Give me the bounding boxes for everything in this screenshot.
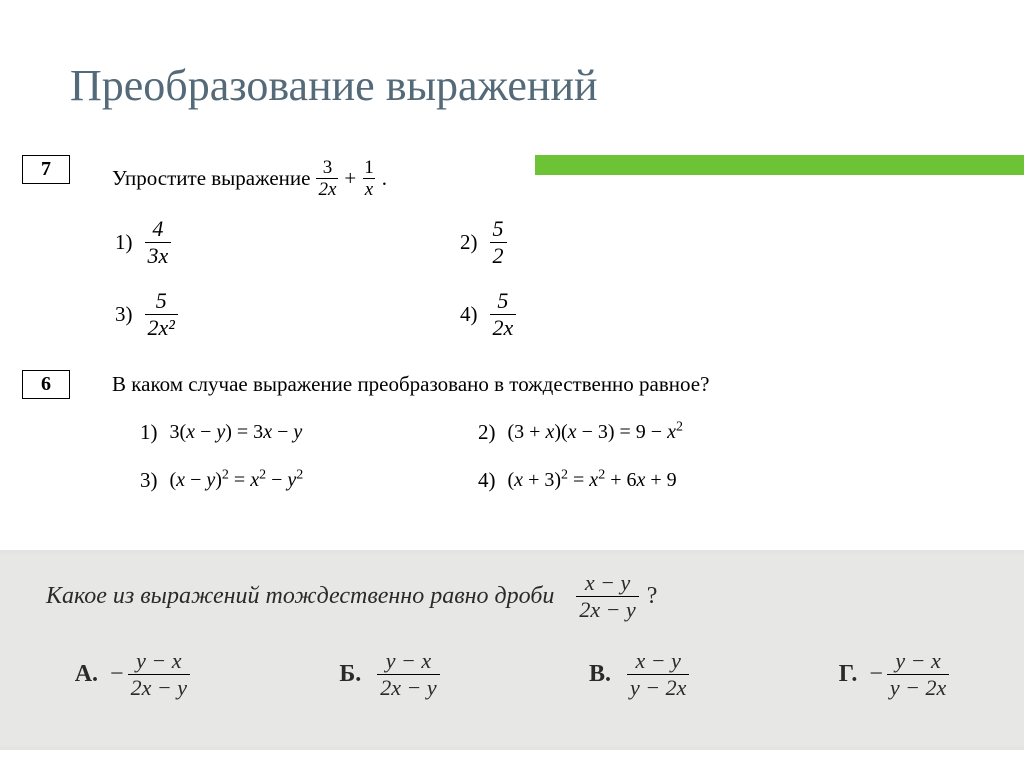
num: 1 [362,158,376,178]
opt-label: Г. [839,661,858,688]
frac: 4 3x [145,218,172,267]
q7-prompt-row: Упростите выражение 3 2x + 1 x . [112,158,387,199]
gray-prompt-row: Какое из выражений тождественно равно др… [46,572,657,621]
num: y − x [892,650,943,674]
equation: (x + 3)2 = x2 + 6x + 9 [508,469,677,492]
den: x [363,178,375,199]
opt-label: 3) [140,468,158,493]
num: y − x [133,650,184,674]
gray-question-panel: Какое из выражений тождественно равно др… [0,550,1024,750]
den: 3x [145,242,172,267]
opt-label: В. [589,661,611,688]
den: 2 [490,242,507,267]
den: 2x − y [377,674,439,699]
q7-term2: 1 x [362,158,376,199]
den: 2x² [145,314,178,339]
q6-option-4: 4) (x + 3)2 = x2 + 6x + 9 [478,468,677,493]
opt-label: 4) [478,468,496,493]
gray-option-A: А. − y − x 2x − y [75,650,190,699]
frac: x − y y − 2x [627,650,689,699]
num: 5 [153,290,170,314]
question-number-7: 7 [22,155,70,184]
num: x − y [582,572,633,596]
num: y − x [383,650,434,674]
num: 5 [494,290,511,314]
equation: (3 + x)(x − 3) = 9 − x2 [508,421,683,444]
gray-tail: ? [647,583,658,610]
q7-term1: 3 2x [316,158,338,199]
q6-prompt: В каком случае выражение преобразовано в… [112,372,709,397]
opt-label: 2) [478,420,496,445]
num: x − y [633,650,684,674]
den: 2x [490,314,517,339]
den: 2x − y [128,674,190,699]
accent-bar [535,155,1024,175]
q7-option-2: 2) 5 2 [460,218,507,267]
gray-options-row: А. − y − x 2x − y Б. y − x 2x − y В. [0,650,1024,699]
sign: − [869,661,883,688]
equation: 3(x − y) = 3x − y [170,421,303,444]
q7-tail: . [382,166,387,191]
q7-op: + [344,166,356,191]
page-title: Преобразование выражений [70,60,598,111]
gray-expr: x − y 2x − y [576,572,638,621]
gray-option-V: В. x − y y − 2x [589,650,689,699]
opt-label: 4) [460,302,478,327]
question-number-6: 6 [22,370,70,399]
sign: − [110,661,124,688]
q7-option-3: 3) 5 2x² [115,290,178,339]
q7-option-4: 4) 5 2x [460,290,516,339]
den: 2x [316,178,338,199]
gray-option-B: Б. y − x 2x − y [339,650,439,699]
gray-prompt: Какое из выражений тождественно равно др… [46,583,554,610]
q6-option-3: 3) (x − y)2 = x2 − y2 [140,468,303,493]
frac: 5 2 [490,218,507,267]
opt-label: А. [75,661,98,688]
opt-label: 3) [115,302,133,327]
q6-option-2: 2) (3 + x)(x − 3) = 9 − x2 [478,420,683,445]
den: y − 2x [627,674,689,699]
opt-label: 1) [140,420,158,445]
frac: y − x 2x − y [377,650,439,699]
gray-option-G: Г. − y − x y − 2x [839,650,949,699]
num: 4 [149,218,166,242]
frac: y − x 2x − y [128,650,190,699]
opt-label: 2) [460,230,478,255]
q7-option-1: 1) 4 3x [115,218,171,267]
den: 2x − y [576,596,638,621]
opt-label: 1) [115,230,133,255]
equation: (x − y)2 = x2 − y2 [170,469,304,492]
q7-prompt: Упростите выражение [112,166,310,191]
frac: 5 2x² [145,290,178,339]
frac: 5 2x [490,290,517,339]
num: 3 [321,158,335,178]
opt-label: Б. [339,661,361,688]
den: y − 2x [887,674,949,699]
frac: y − x y − 2x [887,650,949,699]
q6-option-1: 1) 3(x − y) = 3x − y [140,420,302,445]
num: 5 [490,218,507,242]
